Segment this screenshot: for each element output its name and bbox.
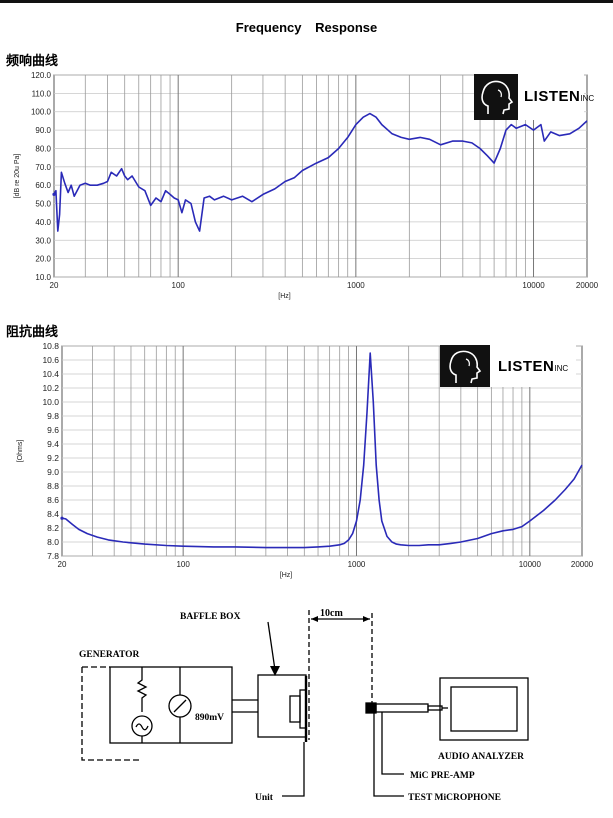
x-tick-label: 20 (58, 560, 67, 569)
header-rule (0, 0, 613, 3)
series-line (61, 352, 583, 549)
generator-dashed-lead (81, 667, 140, 761)
y-axis-label: [dB re 20u Pa] (14, 154, 21, 199)
distance-label: 10cm (320, 608, 343, 619)
series-start-point (52, 192, 56, 196)
logo-name: LISTEN (524, 88, 581, 105)
y-tick-label: 10.4 (42, 369, 59, 379)
y-tick-label: 60.0 (35, 181, 51, 190)
page-title: Frequency Response (235, 20, 378, 35)
logo-suffix: INC (554, 364, 569, 373)
sine-wave-icon (135, 723, 149, 731)
y-tick-label: 8.2 (47, 523, 59, 533)
y-tick-label: 10.0 (42, 397, 59, 407)
y-tick-label: 100.0 (31, 108, 52, 117)
x-tick-label: 1000 (348, 560, 366, 569)
preamp-leader (381, 712, 404, 775)
y-tick-label: 8.8 (47, 481, 59, 491)
unit-leader-line (282, 742, 305, 797)
x-axis-label: [Hz] (278, 293, 291, 300)
y-tick-label: 110.0 (32, 89, 52, 98)
logo-name: LISTEN (498, 358, 555, 375)
generator-box (109, 666, 233, 744)
y-tick-label: 8.0 (47, 537, 59, 547)
head-icon (440, 345, 490, 387)
head-icon (474, 74, 518, 120)
x-tick-label: 20000 (571, 560, 594, 569)
y-tick-label: 9.6 (47, 425, 59, 435)
audio-analyzer-box (439, 677, 529, 741)
y-tick-label: 7.8 (47, 551, 59, 561)
baffle-callout-arrow (270, 666, 280, 676)
microphone-icon (365, 702, 377, 714)
y-tick-label: 8.6 (47, 495, 59, 505)
x-tick-label: 100 (176, 560, 190, 569)
resistor-icon (136, 667, 148, 712)
x-tick-label: 10000 (522, 281, 545, 290)
y-tick-label: 9.8 (47, 411, 59, 421)
x-tick-label: 1000 (347, 281, 365, 290)
y-tick-label: 80.0 (35, 144, 51, 153)
y-tick-label: 10.2 (42, 383, 59, 393)
voltage-label: 890mV (195, 713, 224, 723)
series-line (53, 112, 588, 232)
x-axis-label: [Hz] (280, 572, 293, 579)
y-tick-label: 8.4 (47, 509, 59, 519)
y-tick-label: 9.0 (47, 467, 59, 477)
measurement-diagram (81, 610, 529, 797)
audio-analyzer-label: AUDIO ANALYZER (438, 752, 524, 762)
x-tick-label: 10000 (519, 560, 542, 569)
y-tick-label: 50.0 (35, 200, 51, 209)
y-tick-label: 30.0 (35, 236, 51, 245)
frequency-response-chart: 10.0 20.0 30.0 40.0 50.0 60.0 70.0 80.0 90.0 100.… (14, 71, 599, 300)
voltmeter-needle (173, 699, 187, 713)
y-tick-label: 10.8 (42, 341, 59, 351)
impedance-title: 阻抗曲线 (6, 325, 59, 340)
x-tick-label: 20 (50, 281, 59, 290)
dim-arrow-right (363, 616, 370, 622)
baffle-box-label: BAFFLE BOX (180, 612, 241, 622)
y-tick-label: 9.4 (47, 439, 59, 449)
series-start-point (60, 516, 64, 520)
y-tick-label: 10.0 (35, 273, 51, 282)
test-microphone-label: TEST MiCROPHONE (408, 793, 501, 803)
freq-response-title: 频响曲线 (6, 54, 59, 69)
speaker-unit-icon (289, 695, 301, 723)
generator-label: GENERATOR (79, 650, 139, 660)
dim-arrow-left (311, 616, 318, 622)
baffle-callout-line (267, 621, 276, 671)
listen-logo-bottom: LISTENINC (440, 345, 576, 387)
logo-suffix: INC (580, 94, 595, 103)
y-tick-label: 10.6 (42, 355, 59, 365)
y-tick-label: 90.0 (35, 126, 51, 135)
y-tick-label: 20.0 (35, 255, 51, 264)
analyzer-screen (450, 686, 518, 732)
baffle-box (257, 674, 307, 738)
mic-preamp-label: MiC PRE-AMP (410, 771, 475, 781)
y-axis-label: [Ohms] (17, 440, 24, 463)
y-tick-label: 40.0 (35, 218, 51, 227)
listen-logo-top: LISTENINC (474, 74, 594, 120)
mic-preamp-body (375, 703, 429, 713)
y-tick-label: 70.0 (35, 163, 51, 172)
unit-label: Unit (255, 793, 274, 803)
x-tick-label: 100 (172, 281, 186, 290)
y-tick-label: 9.2 (47, 453, 59, 463)
x-tick-label: 20000 (576, 281, 599, 290)
test-mic-leader (373, 713, 404, 797)
y-tick-label: 120.0 (31, 71, 52, 80)
